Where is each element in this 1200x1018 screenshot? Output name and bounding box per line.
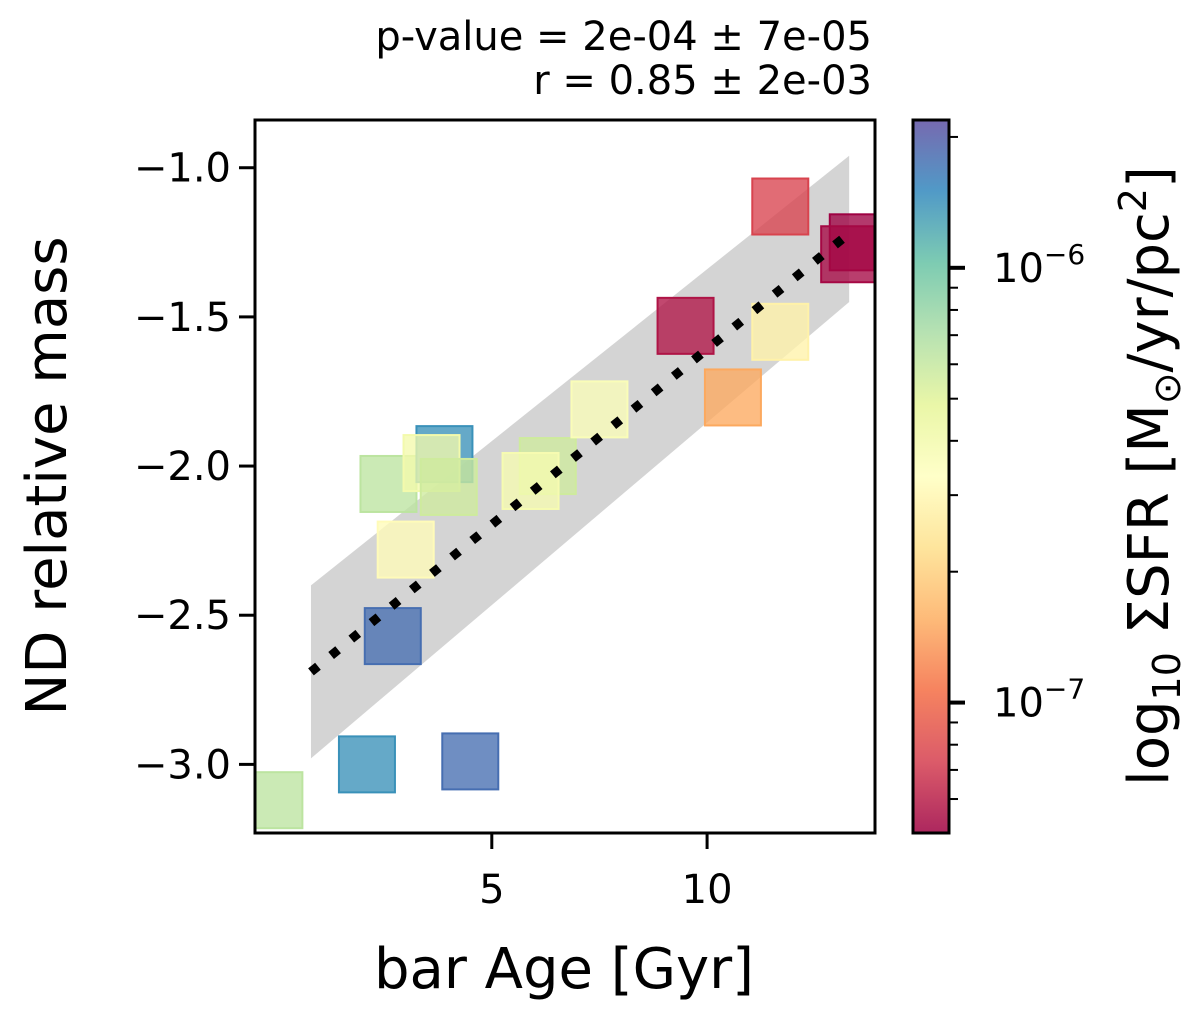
data-point-15 [751, 177, 810, 236]
cbar-tick-label-1: 10−7 [993, 673, 1085, 727]
colorbar-label: log10 ΣSFR [M⊙/yr/pc2] [1111, 166, 1189, 786]
data-point-11 [570, 380, 629, 439]
y-tick-label-2: −2.0 [134, 444, 231, 490]
colorbar-frame [911, 118, 951, 835]
x-tick-label-10: 10 [682, 867, 733, 913]
data-point-13 [751, 302, 810, 361]
data-point-4 [376, 520, 435, 579]
plot-area [255, 155, 875, 830]
data-point-14 [703, 368, 762, 427]
y-tick-label-0: −1.0 [134, 146, 231, 192]
data-point-1 [337, 735, 396, 794]
colorbar-ticks: 10−6 10−7 [949, 135, 1085, 801]
y-tick-label-4: −3.0 [134, 742, 231, 788]
plot-frame [253, 118, 877, 835]
title-line-pvalue: p-value = 2e-04 ± 7e-05 [375, 14, 872, 60]
y-tick-label-1: −1.5 [134, 295, 231, 341]
x-tick-label-5: 5 [479, 867, 504, 913]
data-point-0 [255, 771, 304, 830]
y-axis-ticks: −1.0 −1.5 −2.0 −2.5 −3.0 [134, 146, 255, 788]
x-axis-ticks: 5 10 [479, 833, 733, 913]
data-point-10 [501, 451, 560, 510]
y-axis-label: ND relative mass [15, 236, 80, 715]
colorbar-gradient [913, 120, 949, 833]
fit-line [308, 229, 853, 676]
x-axis-label: bar Age [Gyr] [374, 937, 754, 1002]
data-point-17 [820, 225, 875, 284]
svg-text:log10 ΣSFR [M⊙/yr/pc2]: log10 ΣSFR [M⊙/yr/pc2] [1111, 166, 1189, 786]
colorbar: 10−6 10−7 log10 ΣSFR [M⊙/yr/pc2] [911, 118, 1189, 835]
y-tick-label-3: −2.5 [134, 593, 231, 639]
title-line-r: r = 0.85 ± 2e-03 [533, 58, 872, 104]
data-point-12 [656, 296, 715, 355]
data-point-8 [419, 457, 478, 516]
data-point-2 [441, 732, 500, 791]
cbar-tick-label-0: 10−6 [993, 238, 1085, 292]
